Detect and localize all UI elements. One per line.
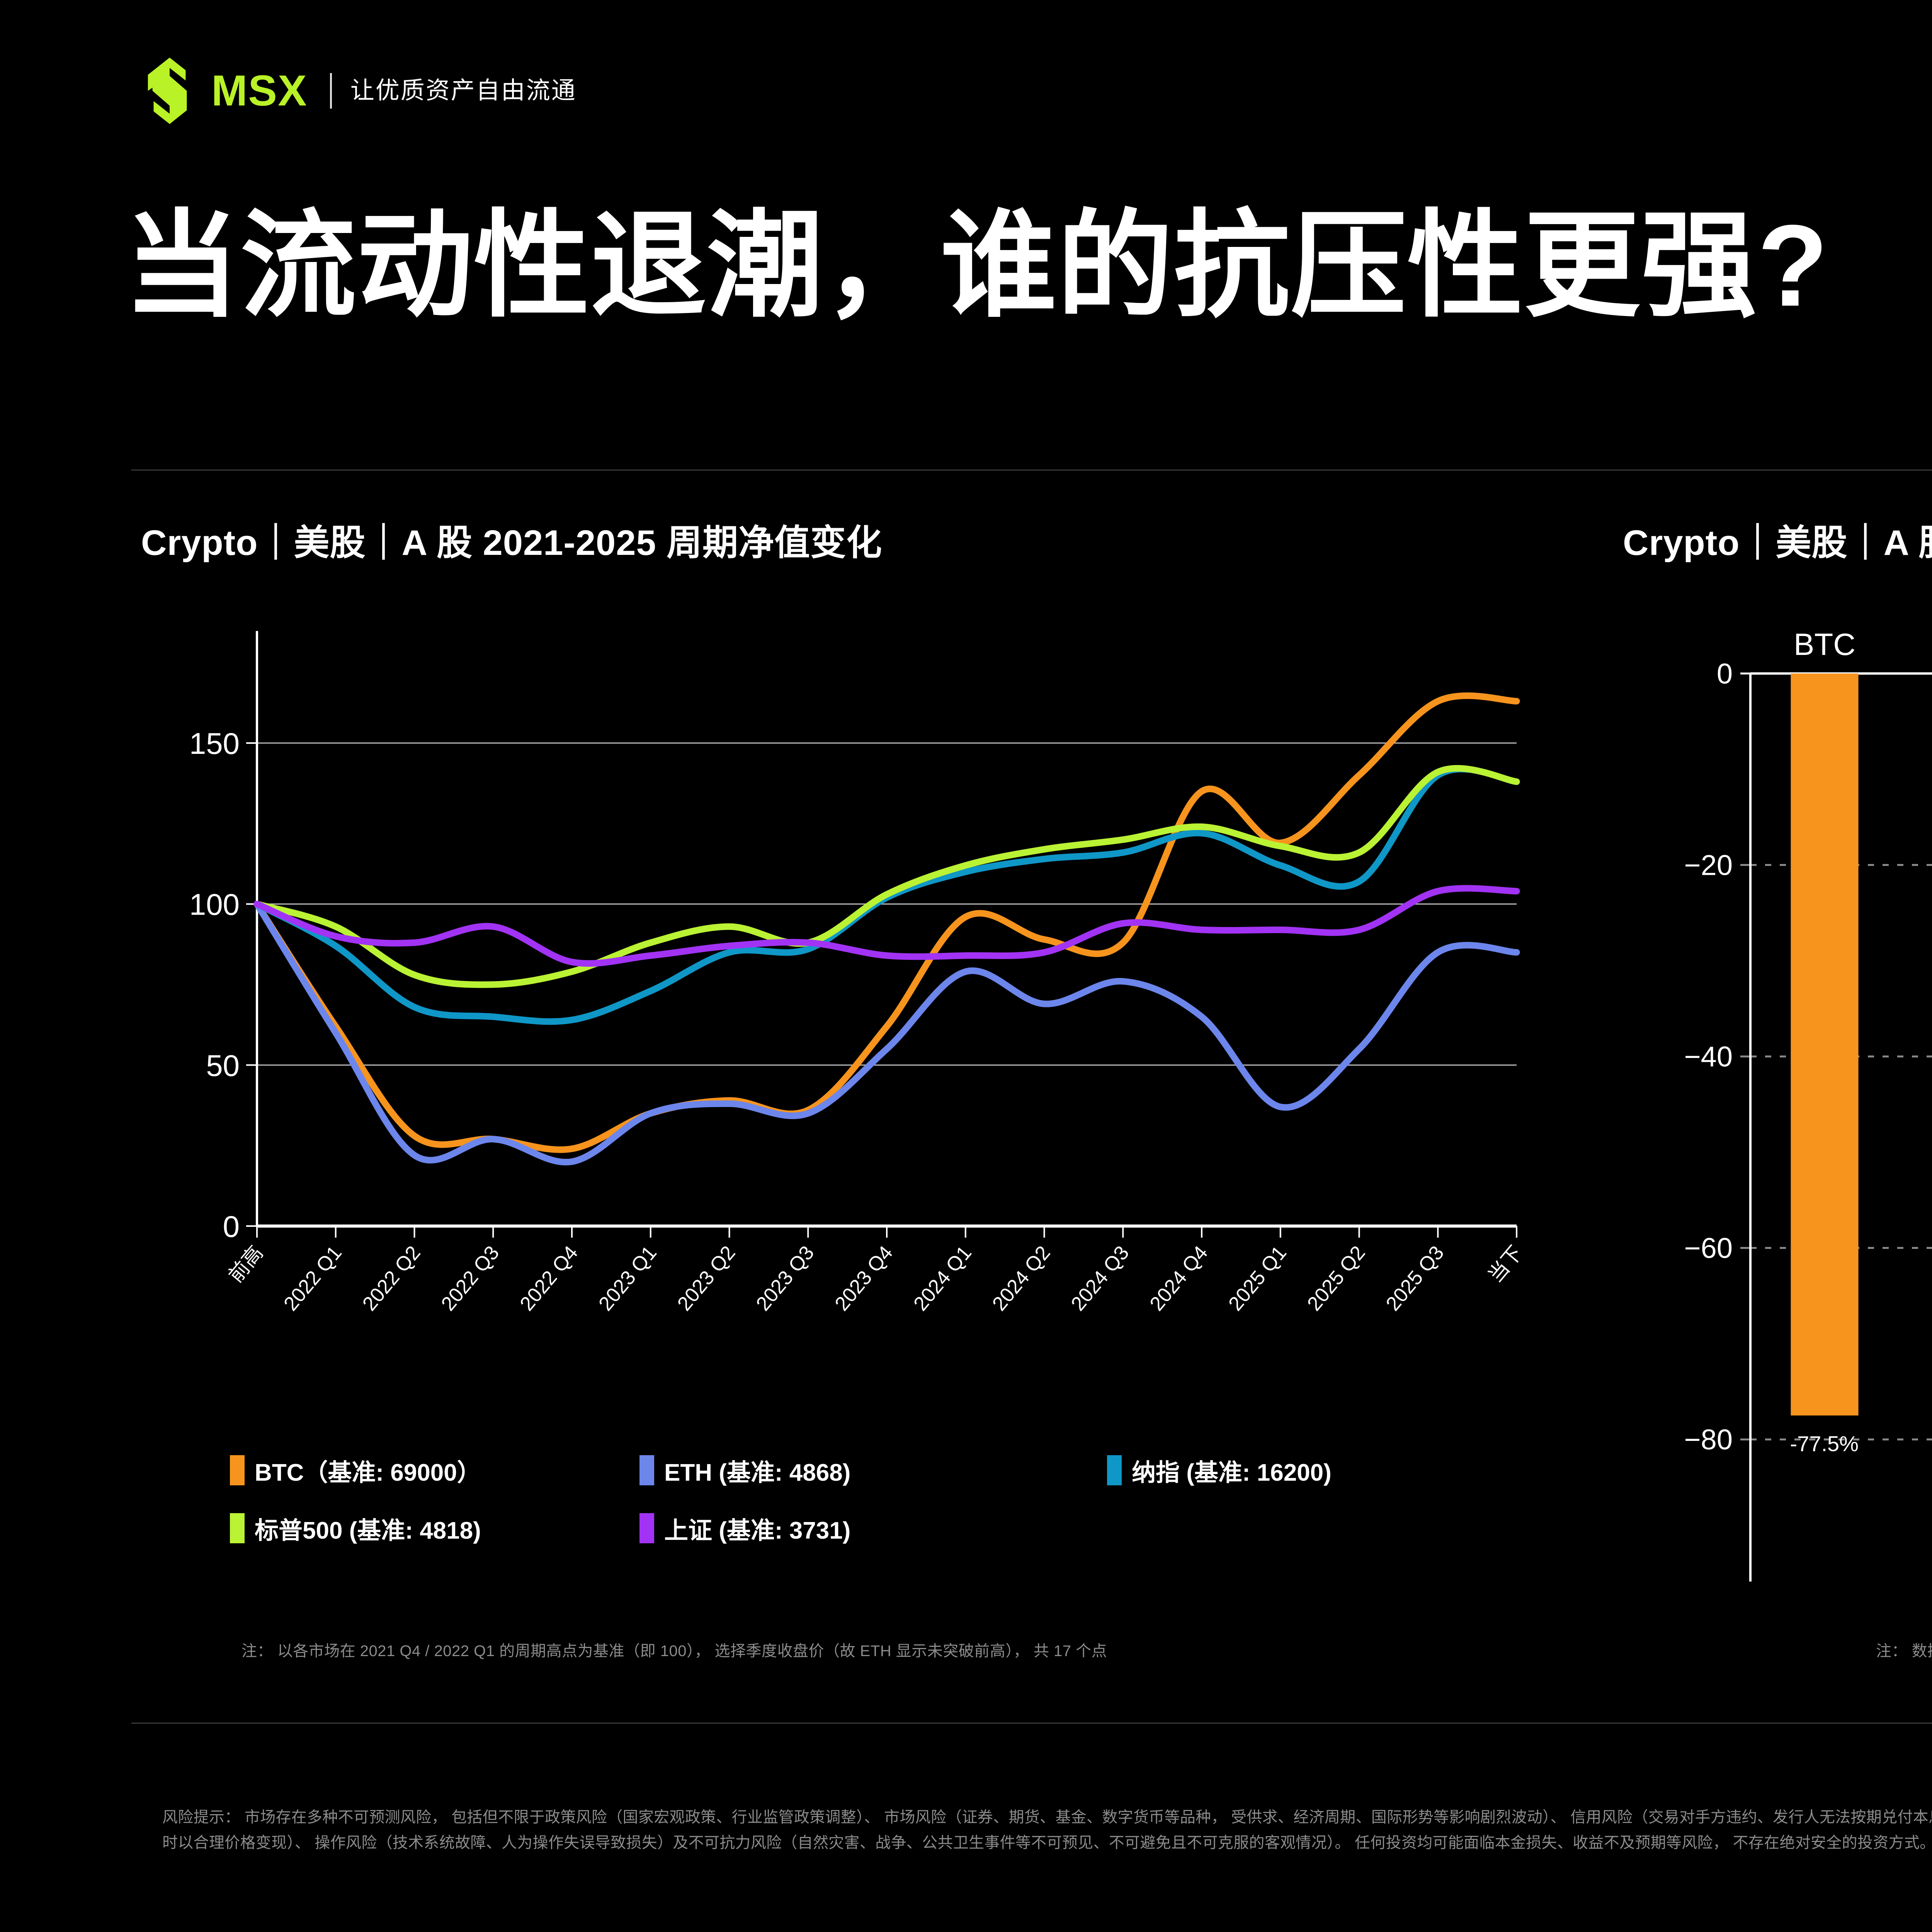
legend-swatch-eth	[639, 1455, 654, 1485]
legend-item-eth: ETH (基准: 4868)	[639, 1453, 1107, 1488]
svg-text:2022 Q4: 2022 Q4	[516, 1242, 583, 1315]
brand-tagline: 让优质资产自由流通	[350, 77, 577, 104]
legend-swatch-btc	[230, 1455, 245, 1485]
bar-chart-note: 注： 数据来源：TradingView、Binance；回撤幅度按各市场 202…	[1876, 1643, 1932, 1660]
legend-item-sp500: 标普500 (基准: 4818)	[230, 1511, 639, 1546]
line-chart-plot: 0 50 100 150 前高 2022 Q1 2022 Q2 2022 Q3 2022 Q4 2…	[141, 623, 1582, 1415]
svg-text:BTC: BTC	[1794, 627, 1855, 662]
svg-text:−40: −40	[1684, 1041, 1733, 1073]
brand-divider	[330, 73, 332, 109]
svg-text:150: 150	[189, 726, 240, 760]
legend-item-sse: 上证 (基准: 3731)	[639, 1511, 850, 1546]
svg-text:0: 0	[223, 1209, 240, 1243]
legend-row-2: 标普500 (基准: 4818) 上证 (基准: 3731)	[230, 1511, 1466, 1546]
legend-swatch-sse	[639, 1513, 654, 1543]
bar-chart-panel: Crypto｜美股｜A 股 「最大回撤」对比 0 −20 −40 −60 −80 -77.…	[1623, 514, 1932, 1636]
svg-text:−60: −60	[1684, 1232, 1733, 1264]
risk-disclaimer-line1: 风险提示： 市场存在多种不可预测风险， 包括但不限于政策风险（国家宏观政策、行业…	[162, 1809, 1932, 1826]
svg-text:2023 Q3: 2023 Q3	[752, 1242, 819, 1315]
risk-disclaimer-line2: 时以合理价格变现）、 操作风险（技术系统故障、人为操作失误导致损失）及不可抗力风…	[162, 1834, 1932, 1851]
svg-text:2024 Q1: 2024 Q1	[909, 1242, 976, 1315]
legend-label-btc: BTC（基准: 69000）	[255, 1459, 481, 1486]
svg-text:2023 Q2: 2023 Q2	[673, 1242, 740, 1315]
svg-text:2025 Q2: 2025 Q2	[1303, 1242, 1370, 1315]
svg-text:2022 Q2: 2022 Q2	[358, 1242, 425, 1315]
svg-text:2022 Q1: 2022 Q1	[279, 1242, 346, 1315]
legend-label-eth: ETH (基准: 4868)	[664, 1459, 851, 1486]
svg-text:2025 Q3: 2025 Q3	[1382, 1242, 1449, 1315]
legend-swatch-sp500	[230, 1513, 245, 1543]
legend-item-nasdaq: 纳指 (基准: 16200)	[1107, 1453, 1332, 1488]
svg-text:2024 Q2: 2024 Q2	[988, 1242, 1055, 1315]
svg-text:前高: 前高	[224, 1242, 267, 1287]
svg-text:50: 50	[206, 1048, 240, 1082]
legend-label-nasdaq: 纳指 (基准: 16200)	[1132, 1459, 1332, 1486]
legend-row-1: BTC（基准: 69000） ETH (基准: 4868) 纳指 (基准: 16…	[230, 1453, 1466, 1488]
bar-chart-plot: 0−20−40−60−80-77.5%BTC-81.9%ETH-37.8%纳斯达…	[1623, 623, 1932, 1636]
divider-top	[131, 469, 1932, 471]
svg-text:2023 Q4: 2023 Q4	[831, 1242, 898, 1315]
brand-header: MSX 让优质资产自由流通	[141, 54, 577, 128]
svg-text:−80: −80	[1684, 1423, 1733, 1456]
line-chart-legend: BTC（基准: 69000） ETH (基准: 4868) 纳指 (基准: 16…	[230, 1453, 1466, 1569]
legend-label-sse: 上证 (基准: 3731)	[664, 1517, 851, 1544]
svg-text:2025 Q1: 2025 Q1	[1224, 1242, 1291, 1315]
brand-name: MSX	[211, 66, 308, 115]
line-chart-panel: Crypto｜美股｜A 股 2021-2025 周期净值变化 0 50 100 150…	[141, 514, 1582, 1415]
legend-swatch-nasdaq	[1107, 1455, 1122, 1485]
page-title: 当流动性退潮，谁的抗压性更强?	[124, 201, 1829, 330]
svg-text:−20: −20	[1684, 849, 1733, 881]
line-chart-note: 注： 以各市场在 2021 Q4 / 2022 Q1 的周期高点为基准（即 10…	[242, 1643, 1107, 1660]
legend-label-sp500: 标普500 (基准: 4818)	[255, 1517, 481, 1544]
svg-text:2022 Q3: 2022 Q3	[437, 1242, 504, 1315]
msx-logo-icon	[148, 58, 187, 124]
svg-text:0: 0	[1717, 658, 1733, 690]
risk-disclaimer: 风险提示： 市场存在多种不可预测风险， 包括但不限于政策风险（国家宏观政策、行业…	[162, 1804, 1932, 1855]
divider-bottom	[131, 1723, 1932, 1724]
svg-text:当下: 当下	[1484, 1242, 1527, 1287]
svg-text:2024 Q3: 2024 Q3	[1067, 1242, 1134, 1315]
bar-chart-svg: 0−20−40−60−80-77.5%BTC-81.9%ETH-37.8%纳斯达…	[1684, 627, 1932, 1582]
legend-item-btc: BTC（基准: 69000）	[230, 1453, 639, 1488]
line-chart-title: Crypto｜美股｜A 股 2021-2025 周期净值变化	[141, 523, 883, 563]
svg-text:2023 Q1: 2023 Q1	[594, 1242, 661, 1315]
bar-chart-title: Crypto｜美股｜A 股 「最大回撤」对比	[1623, 523, 1932, 563]
svg-text:100: 100	[189, 888, 240, 922]
svg-text:-77.5%: -77.5%	[1790, 1431, 1859, 1456]
svg-text:2024 Q4: 2024 Q4	[1146, 1242, 1213, 1315]
